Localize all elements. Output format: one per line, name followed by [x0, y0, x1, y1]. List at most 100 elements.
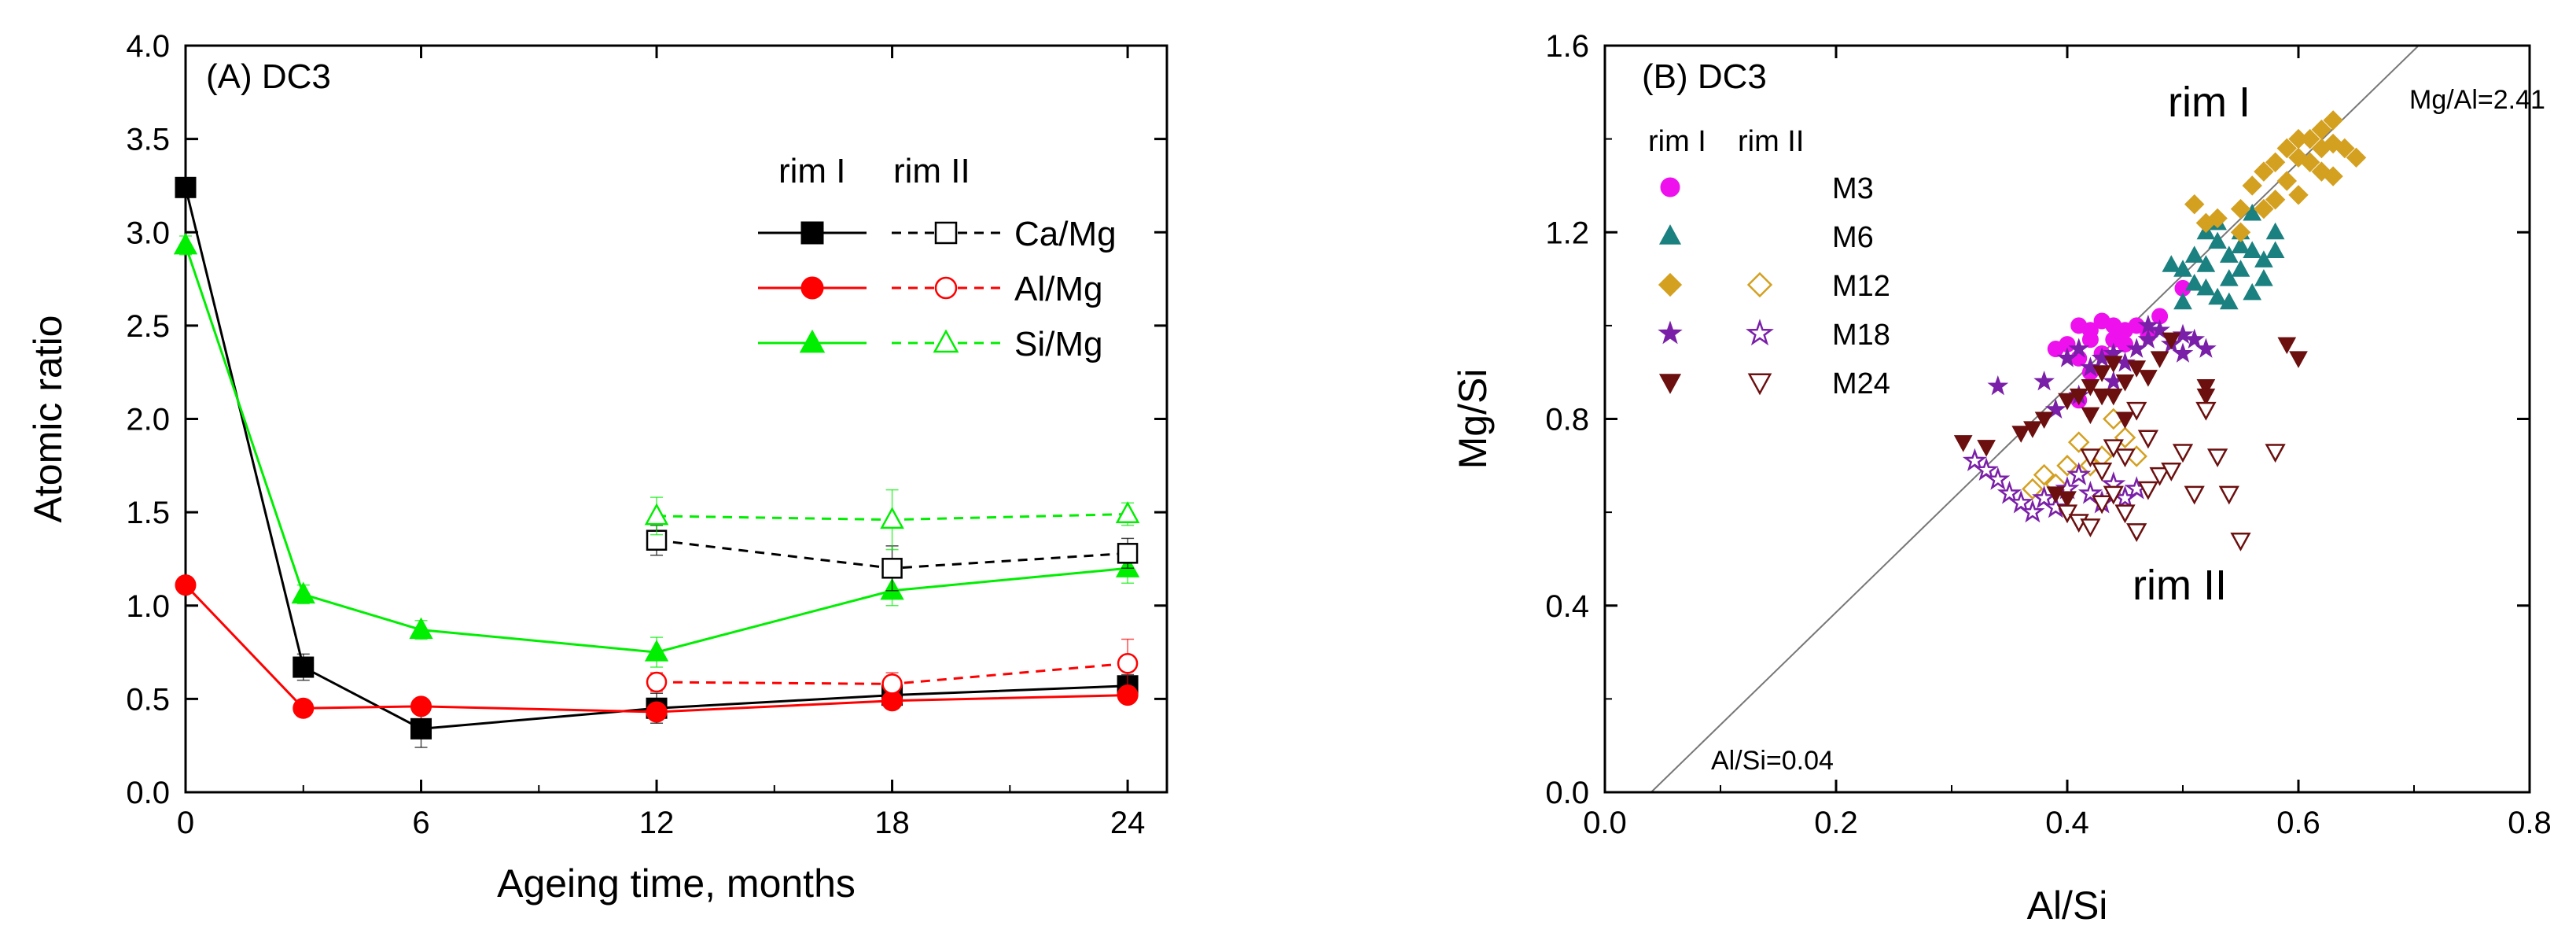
data-point: [2276, 171, 2298, 191]
legend-label: Ca/Mg: [1014, 215, 1117, 253]
data-point: [2011, 426, 2031, 443]
data-point: [1987, 374, 2009, 396]
legend-label: M24: [1832, 367, 1890, 400]
y-tick-label: 1.2: [1545, 216, 1589, 250]
data-point: [1974, 457, 1999, 481]
data-point: [2150, 351, 2169, 368]
legend-b: rim I rim II M3 M6 M12 M18 M24: [1648, 125, 1890, 400]
data-point: [2081, 407, 2100, 425]
data-point: [2033, 463, 2055, 486]
legend-label: M12: [1832, 270, 1890, 303]
data-point: [2056, 504, 2078, 524]
legend-label: Si/Mg: [1014, 325, 1102, 363]
data-point: [2173, 292, 2192, 310]
annotation-rim-ii: rim II: [2133, 562, 2227, 609]
data-point: [2265, 222, 2285, 240]
data-point: [2126, 401, 2147, 421]
legend-marker-rim-ii: [1747, 373, 1772, 396]
legend-label: M6: [1832, 221, 1874, 254]
y-axis-label: Atomic ratio: [26, 315, 70, 523]
series-line: [184, 584, 1128, 714]
data-point: [2032, 485, 2057, 509]
data-point: [2231, 260, 2250, 277]
data-point: [2020, 499, 2045, 523]
data-point: [2184, 194, 2205, 215]
data-point: [2172, 444, 2194, 463]
y-tick-label: 0.8: [1545, 403, 1589, 437]
data-point: [2254, 250, 2273, 267]
series-line: [184, 186, 1128, 730]
data-point: [2230, 222, 2251, 242]
data-point: [2077, 481, 2103, 504]
y-tick-label: 0.0: [126, 776, 170, 810]
data-point: [2137, 314, 2159, 335]
legend-header-rim-i: rim I: [778, 152, 846, 190]
legend-label: M18: [1832, 319, 1890, 352]
data-point: [646, 671, 668, 693]
data-point: [2265, 190, 2286, 210]
series-m24-rim-i: [1953, 332, 2308, 508]
series-si-mg-rim-i: [173, 232, 1140, 668]
data-point: [2149, 319, 2170, 340]
data-point: [2196, 255, 2216, 272]
y-tick-label: 1.0: [126, 589, 170, 624]
legend-marker-rim-i: [800, 221, 824, 245]
data-point: [2323, 110, 2343, 131]
series-m12-rim-i: [2184, 110, 2367, 242]
y-tick-label: 3.0: [126, 216, 170, 250]
data-point: [175, 176, 197, 198]
data-point: [2254, 198, 2274, 219]
data-point: [2033, 371, 2055, 391]
series-line: [184, 245, 1128, 654]
data-point: [2137, 481, 2159, 500]
data-point: [2091, 495, 2113, 515]
annotation-intercept: Al/Si=0.04: [1711, 746, 1834, 776]
data-point: [2208, 287, 2227, 305]
data-point: [2265, 241, 2285, 258]
panel-b-chart: 0.0 0.4 0.8 1.2 1.6 0.0 0.2 0.4 0.6 0.8 (B) DC3 Al/…: [1451, 29, 2552, 928]
legend-marker-rim-i: [1660, 177, 1680, 197]
data-point: [291, 581, 315, 604]
legend-marker-rim-i: [1658, 374, 1682, 394]
data-point: [2115, 374, 2135, 392]
data-point: [2242, 175, 2262, 196]
data-point: [2230, 198, 2251, 219]
annotation-rim-i: rim I: [2168, 79, 2250, 126]
data-point: [2196, 388, 2216, 406]
annotation-slope: Mg/Al=2.41: [2409, 85, 2545, 115]
data-point: [2172, 323, 2194, 345]
data-point: [2288, 128, 2309, 149]
data-point: [2080, 448, 2101, 468]
series-m24-rim-ii: [2056, 401, 2286, 551]
data-point: [2091, 462, 2113, 481]
legend-marker-rim-i: [1658, 272, 1683, 297]
data-point: [1962, 448, 1987, 472]
panel-a-title: (A) DC3: [206, 57, 331, 96]
data-point: [2276, 138, 2298, 159]
data-point: [1953, 435, 1973, 452]
data-point: [2067, 431, 2090, 453]
legend-label: Al/Mg: [1014, 270, 1102, 308]
data-point: [2115, 411, 2135, 430]
data-point: [175, 574, 197, 596]
data-point: [2265, 152, 2286, 172]
series-m18-rim-ii: [1962, 448, 2149, 523]
data-point: [2219, 245, 2239, 263]
legend-marker-rim-ii: [934, 221, 958, 245]
legend-marker-rim-i: [1658, 224, 1682, 245]
data-point: [2184, 245, 2204, 263]
data-point: [2081, 378, 2100, 397]
data-point: [2117, 336, 2133, 353]
y-tick-label: 0.4: [1545, 589, 1589, 624]
data-point: [1977, 440, 1996, 457]
data-point: [2162, 255, 2181, 272]
data-point: [2196, 378, 2216, 397]
data-point: [2254, 269, 2273, 286]
data-point: [2288, 185, 2309, 205]
data-point: [2184, 273, 2204, 291]
x-axis-label: Al/Si: [2027, 883, 2108, 928]
data-point: [1996, 481, 2022, 504]
data-point: [410, 717, 432, 740]
x-tick-label: 0.2: [1814, 806, 1858, 840]
legend-marker-rim-ii: [1746, 271, 1773, 298]
